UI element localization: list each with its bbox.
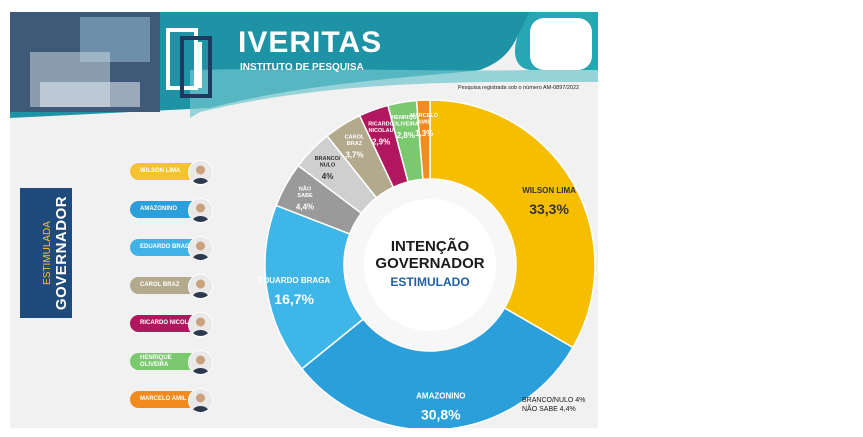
candidate-pill: EDUARDO BRAGA bbox=[130, 239, 202, 256]
brand-subtitle: INSTITUTO DE PESQUISA bbox=[240, 62, 364, 73]
candidate-pill: AMAZONINO bbox=[130, 201, 202, 218]
slice-value: 1,3% bbox=[415, 129, 433, 138]
slice-value: 3,7% bbox=[345, 151, 363, 160]
candidate-pill: RICARDO NICOLAU bbox=[130, 315, 202, 332]
candidate-item: EDUARDO BRAGA bbox=[130, 236, 216, 261]
candidate-name: RICARDO NICOLAU bbox=[140, 320, 197, 327]
candidate-pill: MARCELO AMIL bbox=[130, 391, 202, 408]
logo-icon bbox=[166, 28, 212, 98]
slice-value: 4,4% bbox=[296, 202, 314, 211]
candidate-pill: CAROL BRAZ bbox=[130, 277, 202, 294]
pie-slice bbox=[415, 99, 431, 181]
slice-name: AMAZONINO bbox=[416, 392, 465, 401]
slice-name: MARCELO bbox=[410, 113, 439, 119]
candidate-item: MARCELO AMIL bbox=[130, 388, 216, 413]
slice-name: WILSON LIMA bbox=[522, 186, 576, 195]
white-badge bbox=[530, 18, 592, 70]
candidate-avatar bbox=[188, 198, 213, 223]
slice-name: NÃO bbox=[299, 185, 312, 192]
slice-name: CAROL bbox=[345, 135, 365, 141]
center-hole bbox=[364, 199, 496, 331]
pie-slice bbox=[429, 99, 596, 349]
candidate-avatar bbox=[188, 312, 213, 337]
pie-slice bbox=[300, 306, 574, 428]
candidate-name: EDUARDO BRAGA bbox=[140, 244, 194, 251]
candidate-name: CAROL BRAZ bbox=[140, 282, 180, 289]
candidate-avatar bbox=[188, 236, 213, 261]
slice-label-group: BRANCO/NULO 4% bbox=[315, 156, 341, 181]
slice-value: 4% bbox=[322, 172, 334, 181]
slice-name: AMIL bbox=[417, 120, 431, 126]
candidate-item: AMAZONINO bbox=[130, 198, 216, 223]
slice-value: 33,3% bbox=[529, 201, 569, 217]
candidate-name: AMAZONINO bbox=[140, 206, 177, 213]
slice-label-group: EDUARDO BRAGA 16,7% bbox=[258, 276, 330, 307]
slice-name: RICARDO bbox=[368, 122, 394, 128]
candidate-name: MARCELO AMIL bbox=[140, 396, 187, 403]
sidebar-label: ESTIMULADA GOVERNADOR bbox=[20, 188, 72, 318]
slice-value: 2,8% bbox=[397, 131, 415, 140]
candidate-item: CAROL BRAZ bbox=[130, 274, 216, 299]
candidate-item: HENRIQUE OLIVEIRA bbox=[130, 350, 216, 375]
footnote-line-1: BRANCO/NULO 4% bbox=[522, 397, 586, 404]
slice-value: 16,7% bbox=[274, 291, 314, 307]
slice-name: SABE bbox=[297, 193, 313, 199]
candidate-avatar bbox=[188, 350, 213, 375]
slice-name: HENRIQUE bbox=[391, 115, 420, 121]
candidate-avatar bbox=[188, 160, 213, 185]
candidate-avatar bbox=[188, 388, 213, 413]
slice-value: 30,8% bbox=[421, 407, 461, 423]
candidate-pill: WILSON LIMA bbox=[130, 163, 202, 180]
pie-slice bbox=[264, 204, 365, 370]
footnote-line-2: NÃO SABE 4,4% bbox=[522, 406, 576, 413]
chart-footnote: BRANCO/NULO 4% NÃO SABE 4,4% bbox=[522, 396, 585, 414]
candidate-item: RICARDO NICOLAU bbox=[130, 312, 216, 337]
candidate-name: HENRIQUE OLIVEIRA bbox=[140, 355, 172, 368]
slice-name: BRANCO/ bbox=[315, 156, 341, 162]
slice-name: OLIVEIRA bbox=[393, 122, 419, 128]
chart-subtitle: ESTIMULADO bbox=[390, 275, 469, 289]
poll-card: IVERITAS INSTITUTO DE PESQUISA Pesquisa … bbox=[10, 12, 598, 428]
chart-title-line-1: INTENÇÃO bbox=[391, 237, 470, 255]
slice-name: BRAZ bbox=[347, 141, 363, 147]
slice-label-group: WILSON LIMA 33,3% bbox=[522, 186, 576, 217]
pie-chart: WILSON LIMA 33,3% AMAZONINO 30,8% EDUARDO BR… bbox=[258, 99, 596, 428]
chart-title-line-2: GOVERNADOR bbox=[375, 255, 484, 272]
registration-note: Pesquisa registrada sob o número AM-0897… bbox=[458, 85, 580, 91]
candidate-avatar bbox=[188, 274, 213, 299]
header-banner bbox=[10, 12, 598, 118]
candidate-pill: HENRIQUE OLIVEIRA bbox=[130, 353, 202, 370]
slice-value: 2,9% bbox=[372, 138, 390, 147]
candidate-name: WILSON LIMA bbox=[140, 168, 181, 175]
slice-name: NULO bbox=[320, 163, 336, 169]
brand-title: IVERITAS bbox=[238, 26, 383, 59]
slice-name: NICOLAU bbox=[369, 128, 394, 134]
slice-label-group: AMAZONINO 30,8% bbox=[416, 392, 465, 423]
candidate-item: WILSON LIMA bbox=[130, 160, 216, 185]
slice-name: EDUARDO BRAGA bbox=[258, 276, 330, 285]
